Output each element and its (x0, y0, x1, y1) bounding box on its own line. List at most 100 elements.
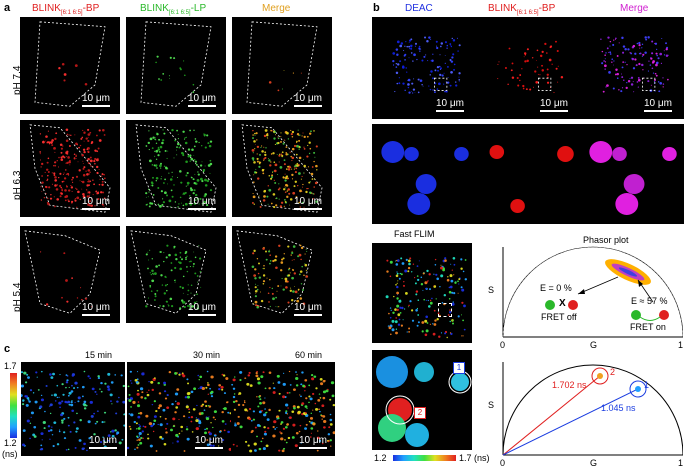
cell-dot (395, 328, 398, 330)
cell-dot (89, 131, 92, 134)
cell-dot (410, 46, 412, 48)
cell-dot (433, 309, 436, 312)
cell-dot (167, 183, 168, 185)
cell-dot (516, 76, 519, 80)
col2-prefix: BLINK (140, 3, 169, 14)
cell-dot (277, 174, 279, 175)
cell-dot (296, 145, 298, 147)
cell-dot (414, 277, 416, 279)
cell-dot (662, 83, 665, 85)
cell-dot (418, 47, 421, 50)
cell-dot (203, 133, 206, 137)
cell-dot (608, 71, 611, 74)
cell-dot (63, 172, 65, 174)
cell-dot (406, 45, 409, 48)
cell-dot (53, 421, 57, 424)
cell-dot (48, 405, 51, 407)
cell-dot (92, 179, 94, 181)
cell-dot (194, 160, 198, 163)
cell-dot (74, 134, 76, 136)
cell-dot (275, 266, 278, 269)
cell-dot (199, 257, 202, 260)
cell-dot (195, 193, 198, 197)
cell-dot (163, 260, 165, 263)
cell-dot (651, 40, 654, 43)
cell-dot (252, 134, 254, 136)
cell-dot (265, 444, 269, 448)
cell-dot (403, 281, 405, 283)
cell-dot (46, 201, 49, 204)
cell-dot (273, 161, 276, 163)
cell-dot (269, 262, 271, 265)
cell-dot (39, 133, 42, 135)
cell-dot (395, 331, 398, 335)
cell-dot (67, 448, 70, 451)
cell-dot (155, 158, 158, 160)
cell-dot (89, 400, 93, 404)
cell-dot (613, 60, 615, 62)
cell-dot (62, 180, 65, 183)
panel-b-zoom-c1 (372, 124, 476, 224)
cell-dot (41, 181, 44, 184)
cell-dot (262, 371, 265, 374)
cell-dot (270, 161, 272, 163)
cell-dot (155, 410, 158, 413)
cell-dot (519, 79, 521, 82)
cell-dot (88, 437, 91, 440)
cell-dot (155, 450, 158, 452)
cell-dot (421, 84, 423, 86)
panel-b-image-c3: 10 μm (580, 17, 684, 119)
cell-dot (53, 393, 57, 397)
cell-dot (407, 86, 410, 89)
cell-dot (222, 387, 224, 389)
cell-dot (278, 306, 280, 308)
cell-dot (75, 430, 78, 433)
cell-dot (177, 138, 179, 140)
cell-dot (285, 153, 288, 156)
cell-dot (256, 157, 259, 160)
cell-dot (412, 92, 414, 94)
cell-dot (316, 449, 319, 452)
cell-dot (96, 165, 99, 169)
cell-dot (294, 171, 297, 174)
cell-dot (444, 55, 446, 56)
cell-dot (322, 415, 326, 418)
cell-dot (651, 52, 654, 55)
cell-dot (98, 129, 101, 132)
cell-dot (276, 153, 278, 155)
cell-dot (416, 275, 419, 277)
cell-dot (87, 150, 89, 153)
cell-dot (460, 258, 463, 261)
cell-dot (402, 319, 404, 321)
cell-dot (74, 198, 76, 200)
cell-dot (546, 68, 549, 71)
cell-dot (602, 90, 605, 93)
cell-dot (330, 381, 335, 385)
cell-dot (457, 50, 459, 52)
scale-bar-label: 10 μm (436, 98, 464, 112)
cell-dot (414, 45, 417, 47)
cell-dot (135, 422, 138, 425)
cell-dot (137, 444, 140, 446)
cell-dot (621, 76, 624, 78)
cell-dot (103, 197, 106, 199)
cell-dot (269, 286, 271, 289)
cell-dot (267, 292, 270, 294)
panel-a-letter: a (4, 2, 11, 14)
flim-colorbar (393, 455, 456, 461)
cell-dot (290, 132, 293, 136)
cell-dot (86, 148, 89, 151)
cell-dot (190, 260, 192, 263)
cell-dot (207, 142, 210, 145)
cell-dot (328, 426, 331, 429)
cell-dot (450, 263, 452, 265)
cell-dot (158, 138, 161, 141)
cell-dot (541, 64, 543, 67)
cell-dot (267, 158, 269, 159)
cell-dot (291, 136, 294, 138)
cell-dot (91, 387, 95, 391)
cell-dot (601, 50, 604, 53)
cell-dot (285, 187, 287, 189)
cell-dot (85, 137, 88, 140)
b-col2-sub: [6:1 6:5] (516, 10, 539, 16)
